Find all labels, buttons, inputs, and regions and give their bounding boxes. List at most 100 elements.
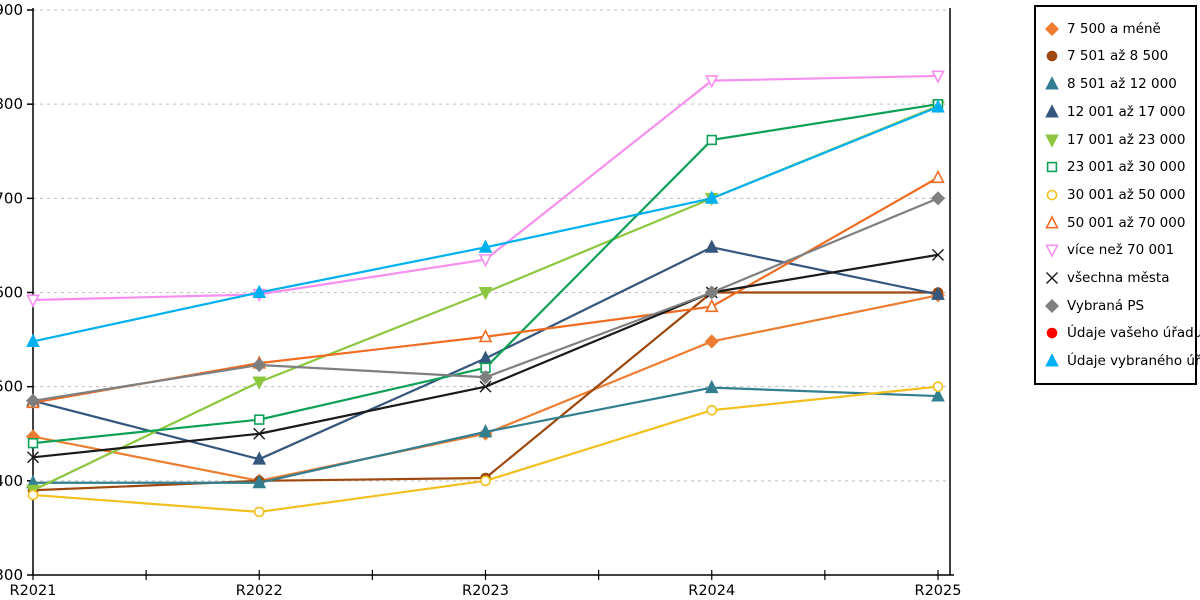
triangle-up-marker-icon bbox=[26, 333, 40, 347]
legend-marker-icon bbox=[1045, 76, 1059, 90]
triangle-up-marker-icon bbox=[931, 286, 945, 300]
square-marker-icon bbox=[706, 134, 717, 146]
legend-item-label: všechna města bbox=[1067, 270, 1170, 287]
y-axis-tick-label: 900 bbox=[0, 1, 23, 19]
legend-item-label: 12 001 až 17 000 bbox=[1067, 103, 1186, 120]
series-triangle-up bbox=[26, 379, 945, 489]
triangle-up-marker-icon bbox=[478, 424, 493, 438]
series-triangle-down bbox=[26, 70, 945, 308]
legend-item: Údaje vašeho úřadu bbox=[1044, 323, 1200, 343]
legend-item: Údaje vybraného úřadu bbox=[1044, 351, 1200, 371]
triangle-down-marker-icon bbox=[704, 75, 719, 89]
chart-legend: 7 500 a méně 7 501 až 8 500 8 501 až 12 00… bbox=[1034, 5, 1200, 385]
legend-item-label: Vybraná PS bbox=[1067, 297, 1145, 314]
legend-item-label: 50 001 až 70 000 bbox=[1067, 214, 1186, 231]
legend-marker-icon bbox=[1044, 298, 1060, 313]
diamond-marker-icon bbox=[1044, 21, 1060, 36]
circle-marker-icon bbox=[480, 475, 491, 487]
diamond-marker-icon bbox=[1044, 298, 1060, 313]
triangle-down-marker-icon bbox=[478, 287, 493, 301]
diamond-marker-icon bbox=[252, 357, 267, 373]
x-marker-icon bbox=[932, 248, 944, 261]
legend-item: 7 501 až 8 500 bbox=[1044, 46, 1193, 66]
diamond-marker-icon bbox=[930, 191, 946, 206]
y-axis-tick-label: 800 bbox=[0, 95, 23, 113]
triangle-down-marker-icon bbox=[1045, 134, 1059, 148]
diamond-marker-icon bbox=[478, 370, 493, 385]
y-axis-tick-label: 600 bbox=[0, 284, 23, 302]
triangle-down-marker-icon bbox=[1045, 244, 1059, 259]
circle-marker-icon bbox=[1046, 51, 1058, 62]
x-axis-tick-label: R2023 bbox=[462, 583, 509, 599]
legend-marker-icon bbox=[1044, 21, 1060, 36]
legend-item: všechna města bbox=[1044, 268, 1193, 288]
square-marker-icon bbox=[27, 437, 39, 449]
triangle-up-marker-icon bbox=[1045, 214, 1059, 229]
x-axis-tick-label: R2024 bbox=[688, 583, 735, 599]
diamond-marker-icon bbox=[25, 393, 41, 408]
triangle-down-marker-icon bbox=[26, 294, 40, 308]
y-axis-tick-label: 700 bbox=[0, 189, 23, 207]
triangle-up-marker-icon bbox=[1045, 76, 1059, 90]
legend-marker-icon bbox=[1045, 104, 1059, 118]
legend-marker-icon bbox=[1046, 51, 1058, 62]
x-marker-icon bbox=[27, 451, 39, 464]
triangle-up-marker-icon bbox=[478, 328, 493, 343]
legend-marker-icon bbox=[1046, 189, 1058, 201]
y-axis-tick-label: 500 bbox=[0, 378, 23, 396]
y-axis-tick-label: 400 bbox=[0, 472, 23, 490]
triangle-up-marker-icon bbox=[252, 284, 267, 298]
circle-marker-icon bbox=[253, 506, 265, 518]
x-axis-tick-label: R2021 bbox=[10, 583, 57, 599]
legend-item: Vybraná PS bbox=[1044, 296, 1193, 316]
legend-item: 50 001 až 70 000 bbox=[1044, 213, 1193, 233]
triangle-down-marker-icon bbox=[931, 70, 945, 84]
triangle-up-marker-icon bbox=[931, 99, 945, 113]
series-square bbox=[27, 98, 944, 449]
triangle-up-marker-icon bbox=[704, 239, 719, 253]
diamond-marker-icon bbox=[704, 334, 719, 349]
legend-marker-icon bbox=[1045, 134, 1059, 148]
legend-item-label: Údaje vybraného úřadu bbox=[1067, 353, 1200, 370]
legend-item: více než 70 001 bbox=[1044, 240, 1193, 260]
series-diamond bbox=[25, 191, 946, 408]
legend-item: 30 001 až 50 000 bbox=[1044, 185, 1193, 205]
triangle-down-marker-icon bbox=[252, 376, 267, 390]
circle-marker-icon bbox=[932, 381, 944, 392]
triangle-up-marker-icon bbox=[478, 239, 493, 253]
legend-item: 12 001 až 17 000 bbox=[1044, 102, 1193, 122]
triangle-up-marker-icon bbox=[252, 451, 267, 465]
x-marker-icon bbox=[1046, 272, 1058, 285]
circle-marker-icon bbox=[706, 404, 718, 416]
legend-item-label: 23 001 až 30 000 bbox=[1067, 159, 1186, 176]
series-triangle-up bbox=[26, 99, 945, 347]
legend-item-label: 8 501 až 12 000 bbox=[1067, 76, 1177, 93]
y-axis-tick-label: 300 bbox=[0, 566, 23, 584]
series-diamond bbox=[25, 288, 946, 488]
triangle-up-marker-icon bbox=[704, 190, 719, 204]
legend-item-label: 30 001 až 50 000 bbox=[1067, 186, 1186, 203]
circle-marker-icon bbox=[27, 489, 39, 501]
triangle-up-marker-icon bbox=[252, 474, 267, 489]
diamond-marker-icon bbox=[704, 285, 719, 300]
x-marker-icon bbox=[253, 427, 266, 440]
triangle-up-marker-icon bbox=[931, 388, 945, 402]
legend-item-label: více než 70 001 bbox=[1067, 242, 1175, 259]
line-chart-canvas: 300 400 500 600 700 800 900 R2021 R2022 R2023 R202… bbox=[0, 1, 961, 599]
legend-item: 7 500 a méně bbox=[1044, 19, 1193, 39]
triangle-up-marker-icon bbox=[931, 169, 945, 184]
circle-marker-icon bbox=[1046, 189, 1058, 201]
triangle-up-marker-icon bbox=[1045, 104, 1059, 118]
x-axis-tick-label: R2022 bbox=[236, 583, 283, 599]
legend-marker-icon bbox=[1045, 353, 1059, 367]
legend-marker-icon bbox=[1046, 162, 1058, 173]
x-marker-icon bbox=[479, 380, 492, 393]
circle-marker-icon bbox=[1046, 328, 1058, 339]
triangle-up-marker-icon bbox=[1045, 353, 1059, 367]
square-marker-icon bbox=[254, 414, 265, 425]
legend-item-label: 17 001 až 23 000 bbox=[1067, 131, 1186, 148]
legend-marker-icon bbox=[1045, 244, 1059, 259]
legend-item-label: 7 501 až 8 500 bbox=[1067, 48, 1169, 65]
legend-marker-icon bbox=[1046, 272, 1058, 285]
